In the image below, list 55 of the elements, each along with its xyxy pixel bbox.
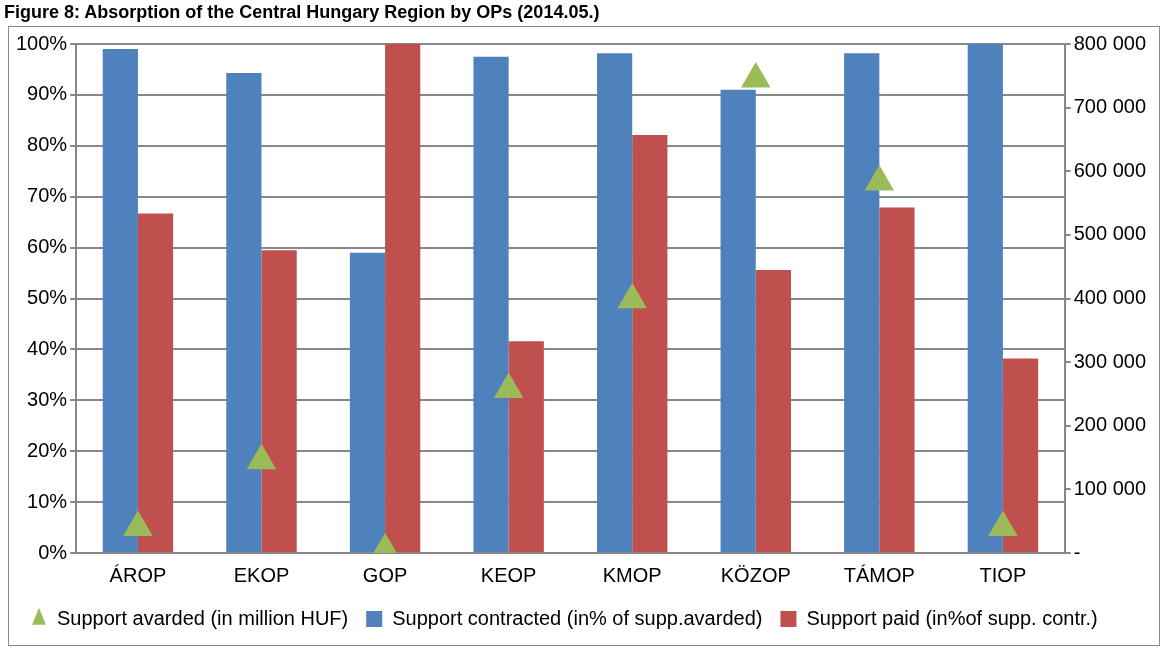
legend-label: Support contracted (in% of supp.avarded) [392, 606, 763, 629]
y2-tick-label: 100 000 [1073, 476, 1146, 499]
y2-tick-label: 200 000 [1073, 413, 1146, 436]
y2-tick-label: - [1073, 540, 1081, 563]
y2-tick-label: 600 000 [1073, 158, 1146, 181]
y-tick-label: 70% [27, 184, 68, 207]
point [864, 165, 895, 191]
y2-tick-label: 300 000 [1073, 349, 1146, 372]
y2-tick-label: 400 000 [1073, 286, 1146, 309]
point [246, 443, 277, 470]
x-tick-label: EKOP [233, 563, 290, 586]
bar [137, 213, 174, 552]
x-tick-label: KMOP [602, 563, 662, 586]
y-tick-label: 60% [27, 235, 68, 258]
bar [879, 207, 915, 552]
y2-tick-label: 700 000 [1073, 95, 1146, 118]
point [123, 510, 153, 537]
x-tick-label: KEOP [480, 563, 537, 586]
point [741, 61, 771, 88]
y2-tick-label: 800 000 [1073, 31, 1146, 54]
x-tick-label: TIOP [979, 563, 1027, 586]
y-tick-label: 90% [27, 82, 68, 105]
y-tick-label: 80% [27, 133, 68, 156]
bar [226, 73, 262, 552]
x-tick-label: KÖZOP [720, 563, 791, 586]
bar [597, 53, 633, 552]
bar [261, 250, 297, 552]
bar [102, 49, 138, 552]
bar [349, 252, 386, 552]
x-tick-label: TÁMOP [843, 563, 915, 586]
y-tick-label: 0% [38, 540, 68, 563]
bar [632, 135, 668, 552]
y-tick-label: 40% [27, 336, 68, 359]
y-tick-label: 30% [27, 387, 68, 410]
bar [1002, 358, 1039, 552]
x-tick-label: GOP [362, 563, 408, 586]
y-tick-label: 10% [27, 489, 68, 512]
bar [755, 270, 791, 552]
bar [720, 89, 756, 552]
x-tick-label: ÁROP [109, 563, 167, 586]
bar [385, 44, 421, 552]
bar [967, 44, 1003, 552]
y-tick-label: 20% [27, 438, 68, 461]
y-tick-label: 50% [27, 286, 68, 309]
point [493, 372, 524, 398]
bar [473, 56, 509, 552]
legend-label: Support paid (in%of supp. contr.) [806, 606, 1098, 629]
y2-tick-label: 500 000 [1073, 222, 1146, 245]
point [988, 510, 1018, 537]
chart-title: Figure 8: Absorption of the Central Hungary Region by OPs (2014.05.) [3, 1, 601, 24]
bar [844, 53, 880, 552]
bar [508, 341, 544, 552]
y-tick-label: 100% [16, 31, 68, 54]
legend-label: Support avarded (in million HUF) [57, 606, 349, 629]
point [617, 282, 647, 309]
